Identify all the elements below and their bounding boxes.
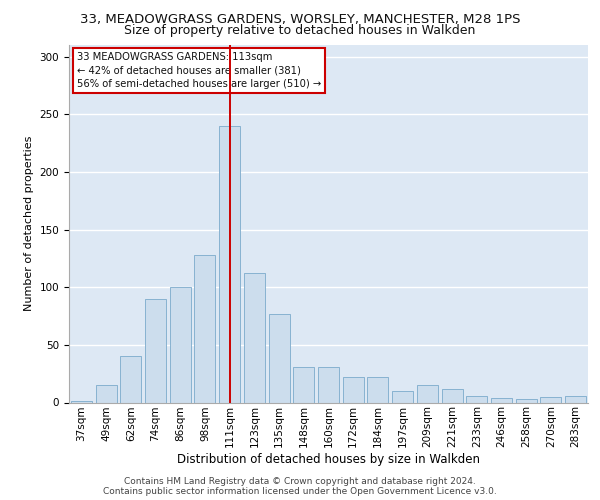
Bar — [170, 287, 191, 403]
Bar — [318, 367, 339, 402]
Text: 33, MEADOWGRASS GARDENS, WORSLEY, MANCHESTER, M28 1PS: 33, MEADOWGRASS GARDENS, WORSLEY, MANCHE… — [80, 12, 520, 26]
Bar — [343, 377, 364, 402]
Bar — [565, 396, 586, 402]
Bar — [194, 255, 215, 402]
Bar — [120, 356, 141, 403]
Y-axis label: Number of detached properties: Number of detached properties — [24, 136, 34, 312]
Bar — [417, 385, 438, 402]
Bar — [491, 398, 512, 402]
Bar — [367, 377, 388, 402]
Bar — [541, 396, 562, 402]
Bar — [219, 126, 240, 402]
Bar — [442, 388, 463, 402]
Bar — [466, 396, 487, 402]
Text: Size of property relative to detached houses in Walkden: Size of property relative to detached ho… — [124, 24, 476, 37]
Bar — [95, 385, 116, 402]
Text: Contains HM Land Registry data © Crown copyright and database right 2024.
Contai: Contains HM Land Registry data © Crown c… — [103, 476, 497, 496]
Text: 33 MEADOWGRASS GARDENS: 113sqm
← 42% of detached houses are smaller (381)
56% of: 33 MEADOWGRASS GARDENS: 113sqm ← 42% of … — [77, 52, 321, 88]
X-axis label: Distribution of detached houses by size in Walkden: Distribution of detached houses by size … — [177, 453, 480, 466]
Bar — [516, 399, 537, 402]
Bar — [244, 274, 265, 402]
Bar — [293, 367, 314, 402]
Bar — [145, 298, 166, 403]
Bar — [392, 391, 413, 402]
Bar — [269, 314, 290, 402]
